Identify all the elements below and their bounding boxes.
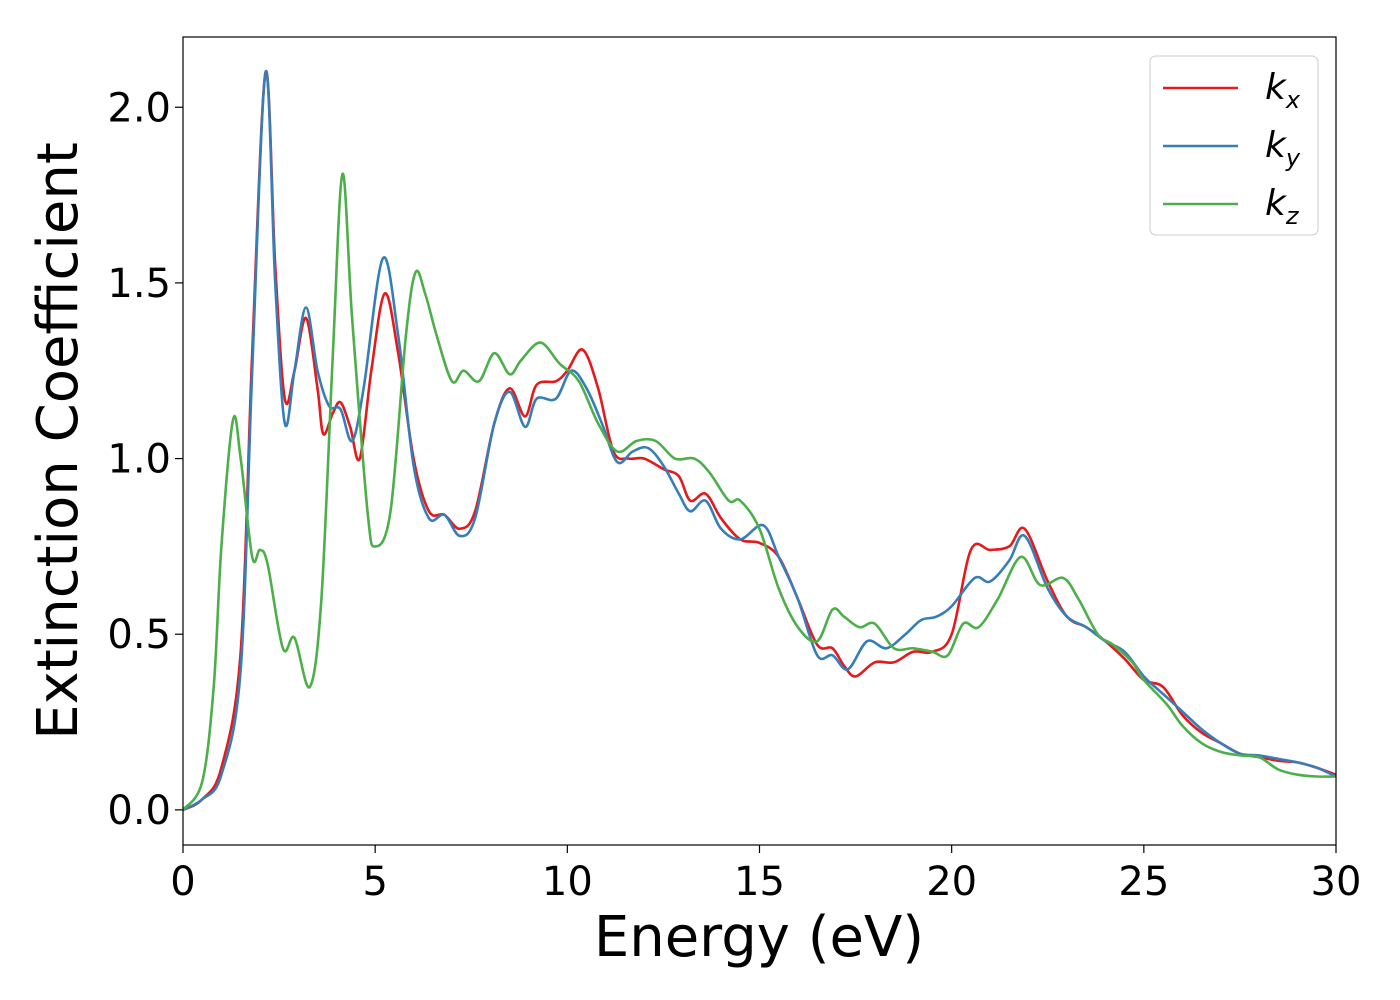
y-axis-title: Extinction Coefficient (26, 142, 91, 740)
x-tick-label: 5 (362, 859, 387, 905)
legend: kx ky kz (1149, 55, 1319, 236)
y-tick-label: 2.0 (107, 85, 171, 131)
y-tick-label: 0.5 (107, 612, 171, 658)
series-line-kz (183, 172, 1336, 812)
series-lines (183, 70, 1336, 812)
x-axis: 0 5 10 15 20 25 30 (170, 845, 1361, 905)
x-tick-label: 10 (542, 859, 593, 905)
legend-label-kx: kx (1265, 67, 1301, 114)
y-tick-label: 1.5 (107, 261, 171, 307)
legend-label-ky: ky (1265, 125, 1301, 172)
x-tick-label: 15 (734, 859, 785, 905)
legend-label-kz: kz (1265, 183, 1300, 230)
y-axis: 0.0 0.5 1.0 1.5 2.0 (107, 85, 183, 834)
x-tick-label: 0 (170, 859, 195, 905)
x-tick-label: 20 (926, 859, 977, 905)
y-tick-label: 1.0 (107, 437, 171, 483)
x-tick-label: 30 (1311, 859, 1362, 905)
x-axis-title: Energy (eV) (594, 905, 924, 970)
y-tick-label: 0.0 (107, 788, 171, 834)
x-tick-label: 25 (1118, 859, 1169, 905)
series-line-ky (183, 70, 1336, 812)
